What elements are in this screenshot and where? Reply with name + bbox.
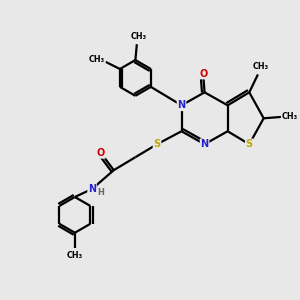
Text: O: O: [97, 148, 105, 158]
Text: H: H: [97, 188, 104, 197]
Text: S: S: [153, 139, 161, 149]
Text: CH₃: CH₃: [89, 55, 105, 64]
Text: CH₃: CH₃: [130, 32, 146, 40]
Text: CH₃: CH₃: [252, 62, 268, 71]
Text: O: O: [199, 69, 207, 79]
Text: CH₃: CH₃: [67, 251, 83, 260]
Text: N: N: [200, 139, 208, 149]
Text: CH₃: CH₃: [282, 112, 298, 121]
Text: N: N: [88, 184, 96, 194]
Text: S: S: [246, 139, 253, 149]
Text: N: N: [178, 100, 186, 110]
